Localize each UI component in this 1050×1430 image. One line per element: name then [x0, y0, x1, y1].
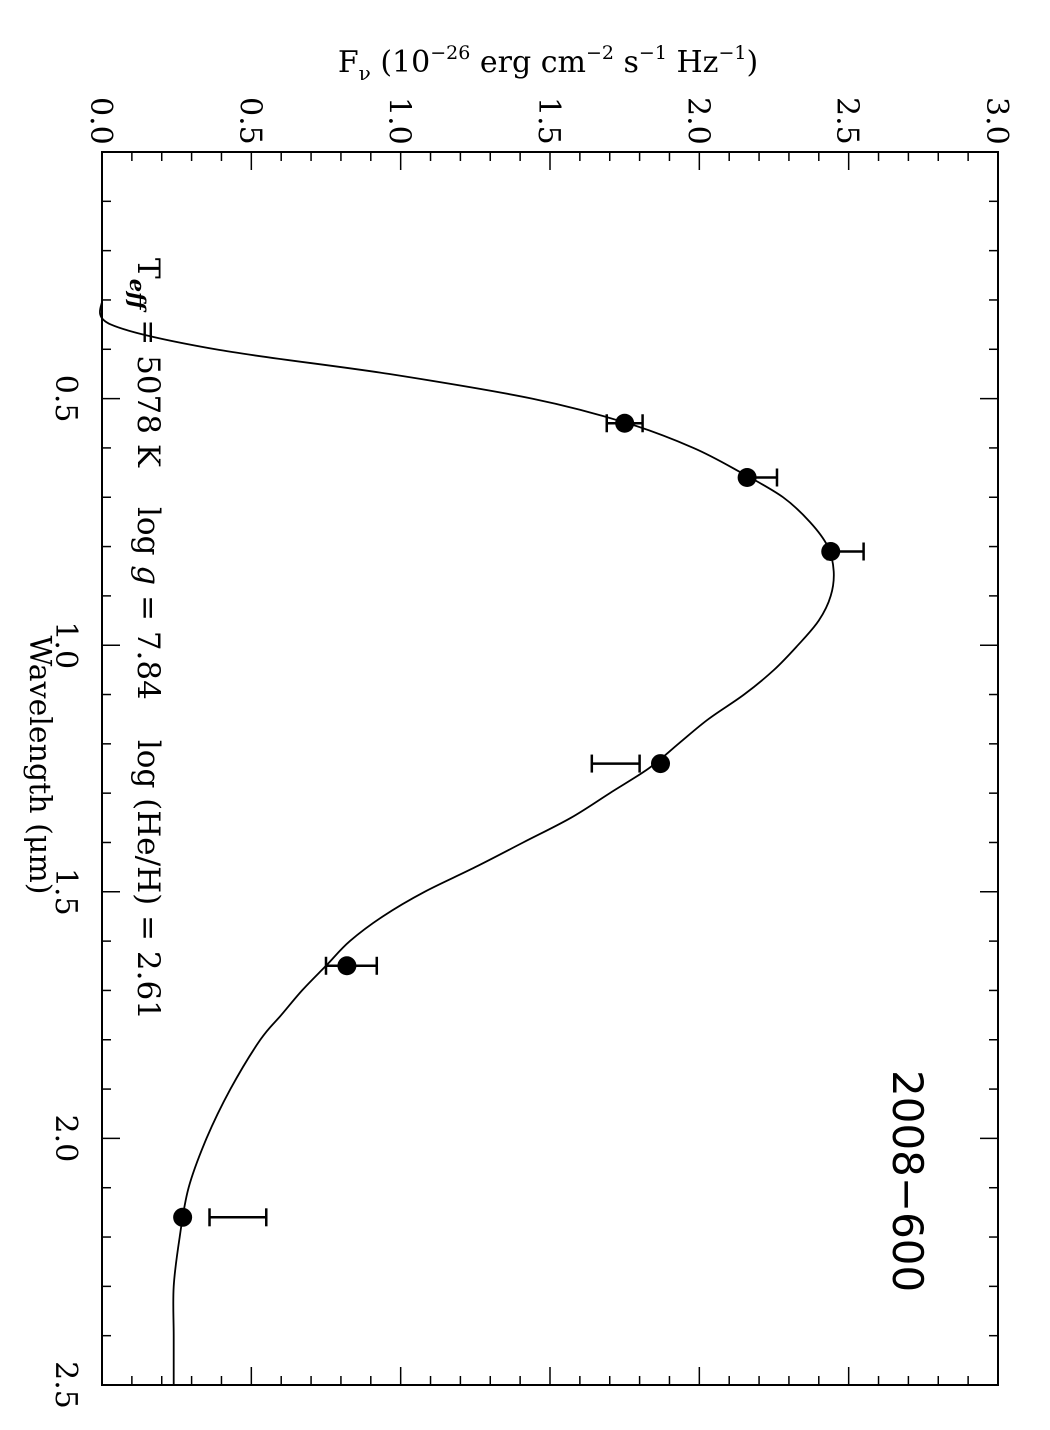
- data-point: [737, 468, 757, 488]
- flux-tick-label: 1.5: [531, 97, 566, 145]
- ticks-layer: [101, 151, 999, 1386]
- data-point: [173, 1207, 193, 1227]
- wavelength-tick-label: 0.5: [48, 375, 83, 423]
- data-point: [821, 541, 841, 561]
- wavelength-tick-label: 1.0: [48, 621, 83, 669]
- wavelength-axis-title: Wavelength (μm): [22, 636, 57, 895]
- data-point: [615, 413, 635, 433]
- data-point: [337, 956, 357, 976]
- flux-tick-label: 1.0: [382, 97, 417, 145]
- flux-tick-label: 2.5: [830, 97, 865, 145]
- flux-tick-label: 2.0: [680, 97, 715, 145]
- error-bar-layer: [208, 414, 865, 1227]
- flux-tick-label: 0.5: [232, 97, 267, 145]
- points-layer: [173, 413, 841, 1227]
- wavelength-tick-label: 2.0: [48, 1115, 83, 1163]
- flux-tick-label: 3.0: [979, 97, 1014, 145]
- error-bar: [208, 1208, 268, 1227]
- wavelength-tick-label: 1.5: [48, 868, 83, 916]
- flux-axis-title: Fν (10−26 erg cm−2 s−1 Hz−1): [338, 42, 758, 85]
- labels-layer: 0.0 0.5 1.0 1.5 2.0 2.5 3.0 0.5 1.0 1.5 2.0 2.5: [48, 97, 1014, 1409]
- error-bar: [590, 754, 641, 773]
- plot-frame: [101, 151, 999, 1386]
- data-point: [651, 754, 671, 774]
- wavelength-tick-label: 2.5: [48, 1361, 83, 1409]
- fit-parameters-annotation: Teff = 5078 Klog g = 7.84log (He/H) = 2.…: [125, 258, 166, 1020]
- flux-tick-label: 0.0: [83, 97, 118, 145]
- object-label: 2008−600: [883, 1070, 932, 1292]
